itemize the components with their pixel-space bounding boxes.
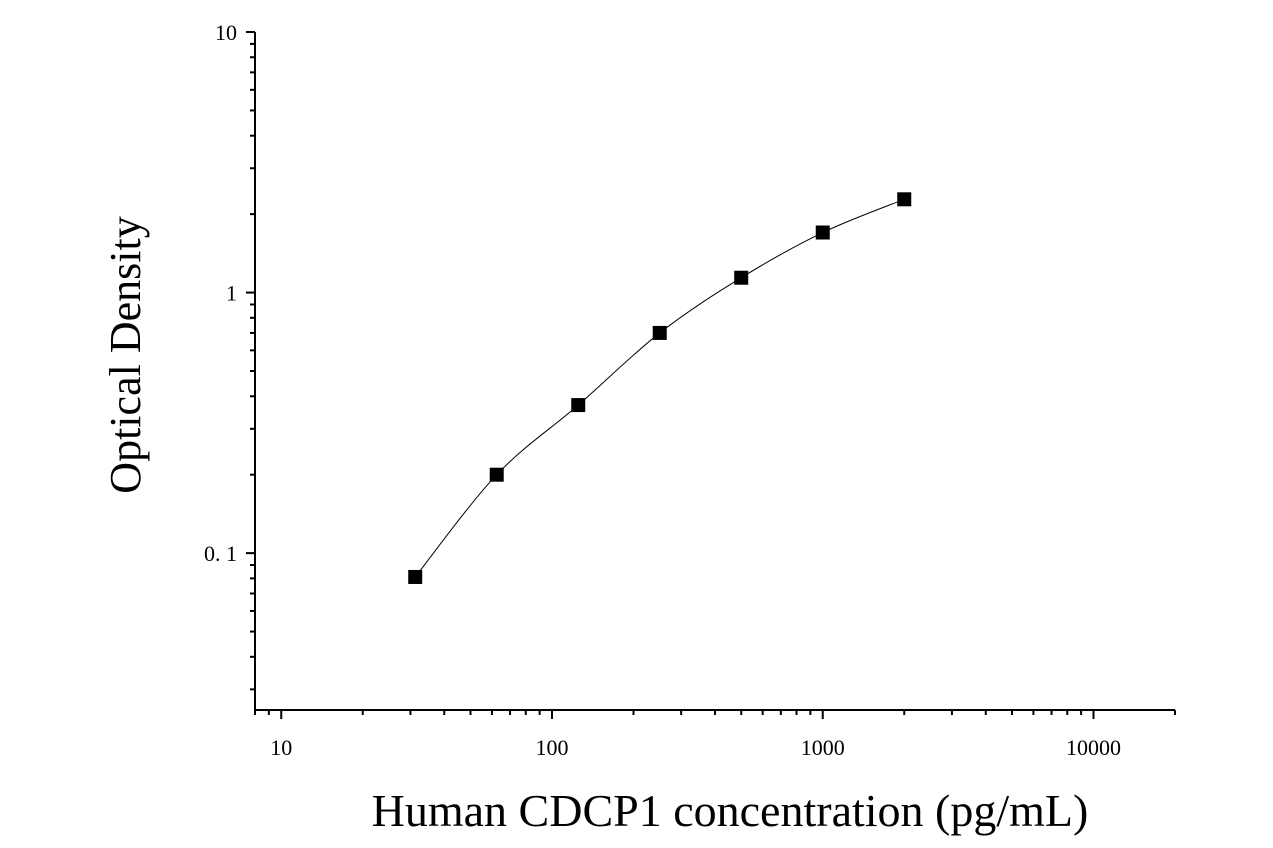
y-axis-title: Optical Density — [101, 216, 150, 493]
axes — [246, 31, 1176, 719]
x-tick-label: 10000 — [1066, 735, 1121, 760]
data-points — [408, 192, 912, 584]
data-point — [408, 569, 423, 584]
data-point — [897, 192, 912, 207]
x-tick-label: 1000 — [801, 735, 845, 760]
fit-curve — [414, 198, 905, 578]
y-tick-label: 1 — [226, 281, 237, 306]
x-tick-label: 100 — [535, 735, 568, 760]
y-tick-label: 10 — [215, 20, 237, 45]
data-point — [734, 270, 749, 285]
x-axis-title: Human CDCP1 concentration (pg/mL) — [372, 785, 1089, 836]
data-point — [815, 225, 830, 240]
x-tick-label: 10 — [270, 735, 292, 760]
y-tick-label: 0. 1 — [204, 541, 237, 566]
tick-labels: 10 100 1000 10000 0. 1 1 10 — [204, 20, 1121, 760]
data-point — [652, 325, 667, 340]
data-point — [489, 467, 504, 482]
data-point — [571, 398, 586, 413]
